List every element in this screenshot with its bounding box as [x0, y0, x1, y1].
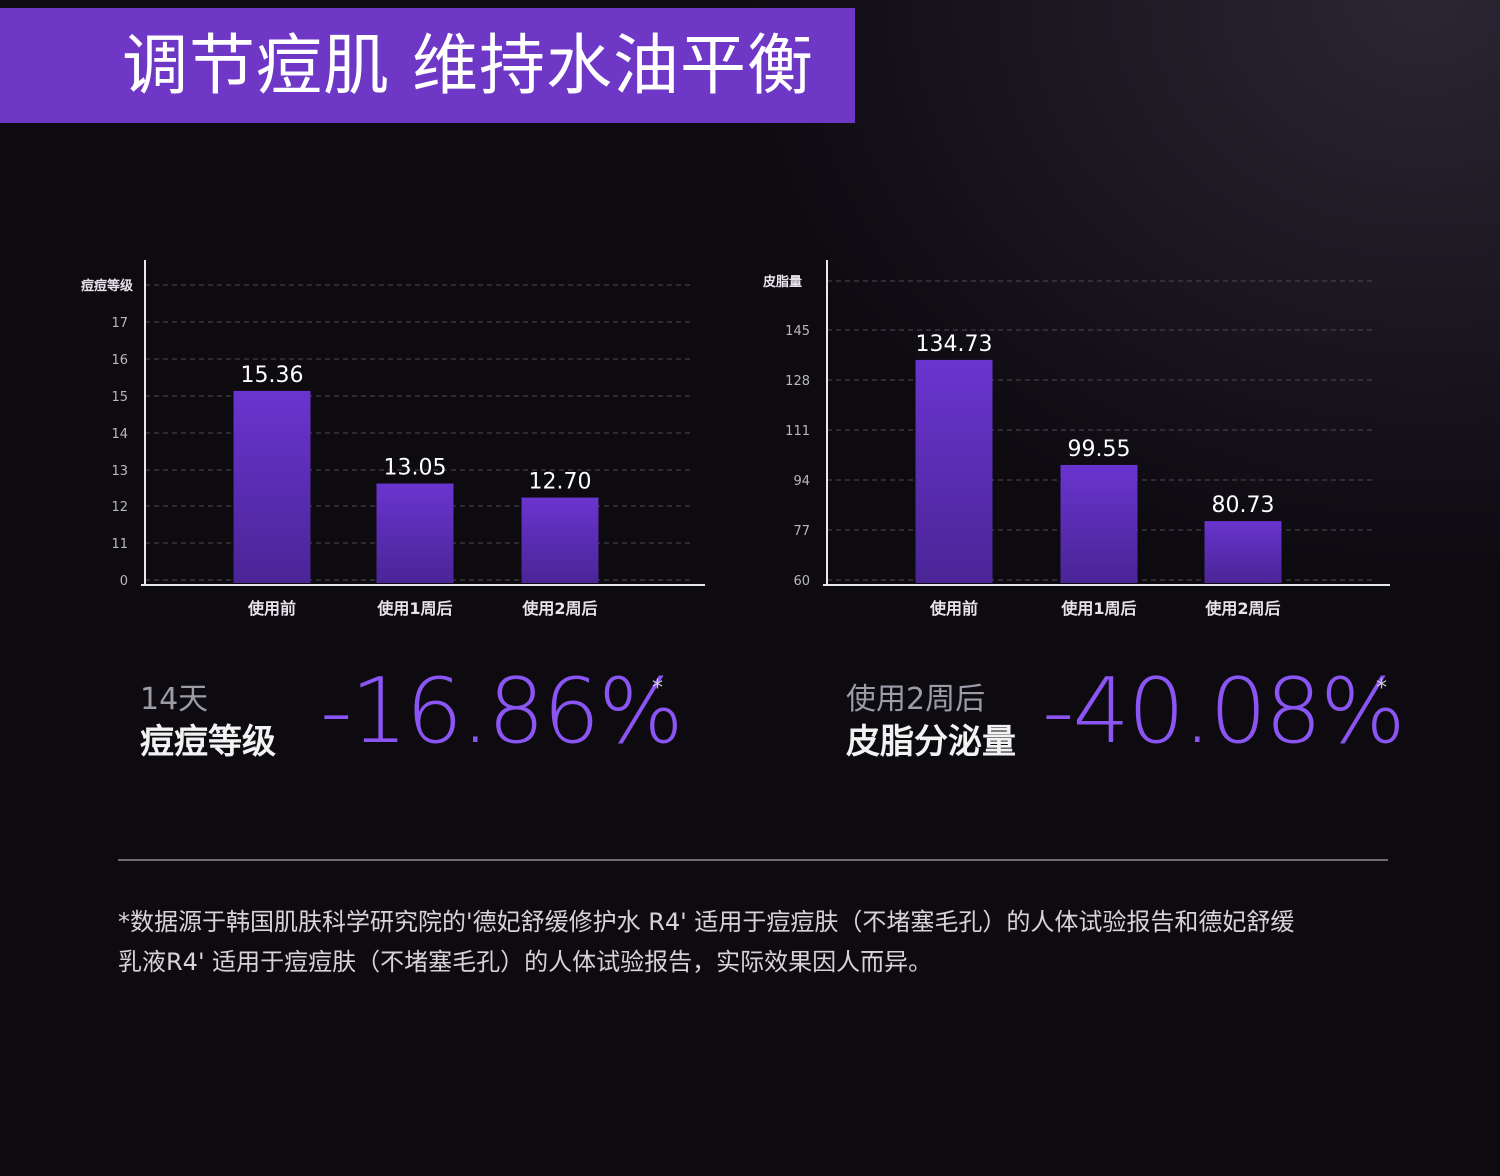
- sebum-chart-bar: [1204, 521, 1282, 583]
- acne-chart-bar: [521, 497, 599, 583]
- acne-chart-y-tick-label: 13: [111, 464, 128, 479]
- title-banner: 调节痘肌 维持水油平衡: [0, 8, 855, 123]
- acne-stat-asterisk: *: [652, 676, 663, 701]
- footnote: *数据源于韩国肌肤科学研究院的'德妃舒缓修护水 R4' 适用于痘痘肤（不堵塞毛孔…: [118, 902, 1398, 982]
- sebum-chart-bar: [1060, 464, 1138, 583]
- acne-chart-y-axis-label: 痘痘等级: [81, 278, 134, 294]
- acne-chart-x-tick-label: 使用2周后: [521, 599, 597, 618]
- sebum-stat-label: 皮脂分泌量: [846, 722, 1016, 762]
- acne-chart-bar: [233, 390, 311, 583]
- acne-chart-y-tick-label: 15: [111, 390, 128, 405]
- sebum-stat-asterisk: *: [1376, 676, 1387, 701]
- sebum-chart-y-tick-label: 111: [785, 424, 810, 439]
- sebum-chart-y-axis-label: 皮脂量: [762, 274, 802, 290]
- sebum-stat-period: 使用2周后: [846, 682, 986, 717]
- acne-chart-y-tick-label: 12: [111, 500, 128, 515]
- acne-chart-x-tick-label: 使用前: [247, 599, 296, 618]
- sebum-chart-bar: [915, 359, 993, 583]
- acne-chart-y-tick-label: 14: [111, 427, 128, 442]
- sebum-chart-bar-value-label: 134.73: [916, 332, 993, 357]
- sebum-chart-bar-value-label: 99.55: [1068, 437, 1131, 462]
- footnote-line-1: *数据源于韩国肌肤科学研究院的'德妃舒缓修护水 R4' 适用于痘痘肤（不堵塞毛孔…: [118, 908, 1295, 936]
- sebum-chart-y-tick-label: 60: [793, 574, 810, 589]
- acne-stat-label: 痘痘等级: [140, 722, 276, 762]
- sebum-stat-value: -40.08%: [1042, 659, 1406, 764]
- acne-chart-bar-value-label: 15.36: [241, 363, 304, 388]
- sebum-chart-bar-value-label: 80.73: [1212, 493, 1275, 518]
- acne-stat-value: -16.86%: [320, 659, 684, 764]
- sebum-chart-y-tick-label: 145: [785, 324, 810, 339]
- acne-chart-y-tick-label: 17: [111, 316, 128, 331]
- divider: [118, 859, 1388, 861]
- acne-chart-y-tick-label: 11: [111, 537, 128, 552]
- footnote-line-2: 乳液R4' 适用于痘痘肤（不堵塞毛孔）的人体试验报告，实际效果因人而异。: [118, 948, 933, 976]
- acne-chart-bar-value-label: 12.70: [529, 470, 592, 495]
- sebum-chart-x-tick-label: 使用前: [929, 599, 978, 618]
- sebum-chart-y-tick-label: 94: [793, 474, 810, 489]
- sebum-stat: 使用2周后 皮脂分泌量 -40.08% *: [846, 662, 1406, 768]
- sebum-chart: 皮脂量 60 77 94 111 128 145 134.73 使用前 99.55 使用1周后 80.…: [762, 260, 1390, 618]
- sebum-chart-x-tick-label: 使用2周后: [1204, 599, 1280, 618]
- acne-chart-x-tick-label: 使用1周后: [376, 599, 452, 618]
- acne-chart-bar-value-label: 13.05: [384, 456, 447, 481]
- acne-chart-y-tick-label: 16: [111, 353, 128, 368]
- acne-level-chart: 痘痘等级 0 11 12 13 14 15 16 17 15.36 使用前 13.05 使用1周后 12.…: [81, 260, 705, 618]
- acne-stat-period: 14天: [140, 682, 209, 717]
- acne-chart-y-tick-label: 0: [120, 574, 128, 589]
- sebum-chart-y-tick-label: 77: [793, 524, 810, 539]
- acne-chart-bar: [376, 483, 454, 583]
- acne-stat: 14天 痘痘等级 -16.86% *: [140, 662, 700, 768]
- sebum-chart-y-tick-label: 128: [785, 374, 810, 389]
- sebum-chart-x-tick-label: 使用1周后: [1060, 599, 1136, 618]
- page-title: 调节痘肌 维持水油平衡: [122, 27, 814, 104]
